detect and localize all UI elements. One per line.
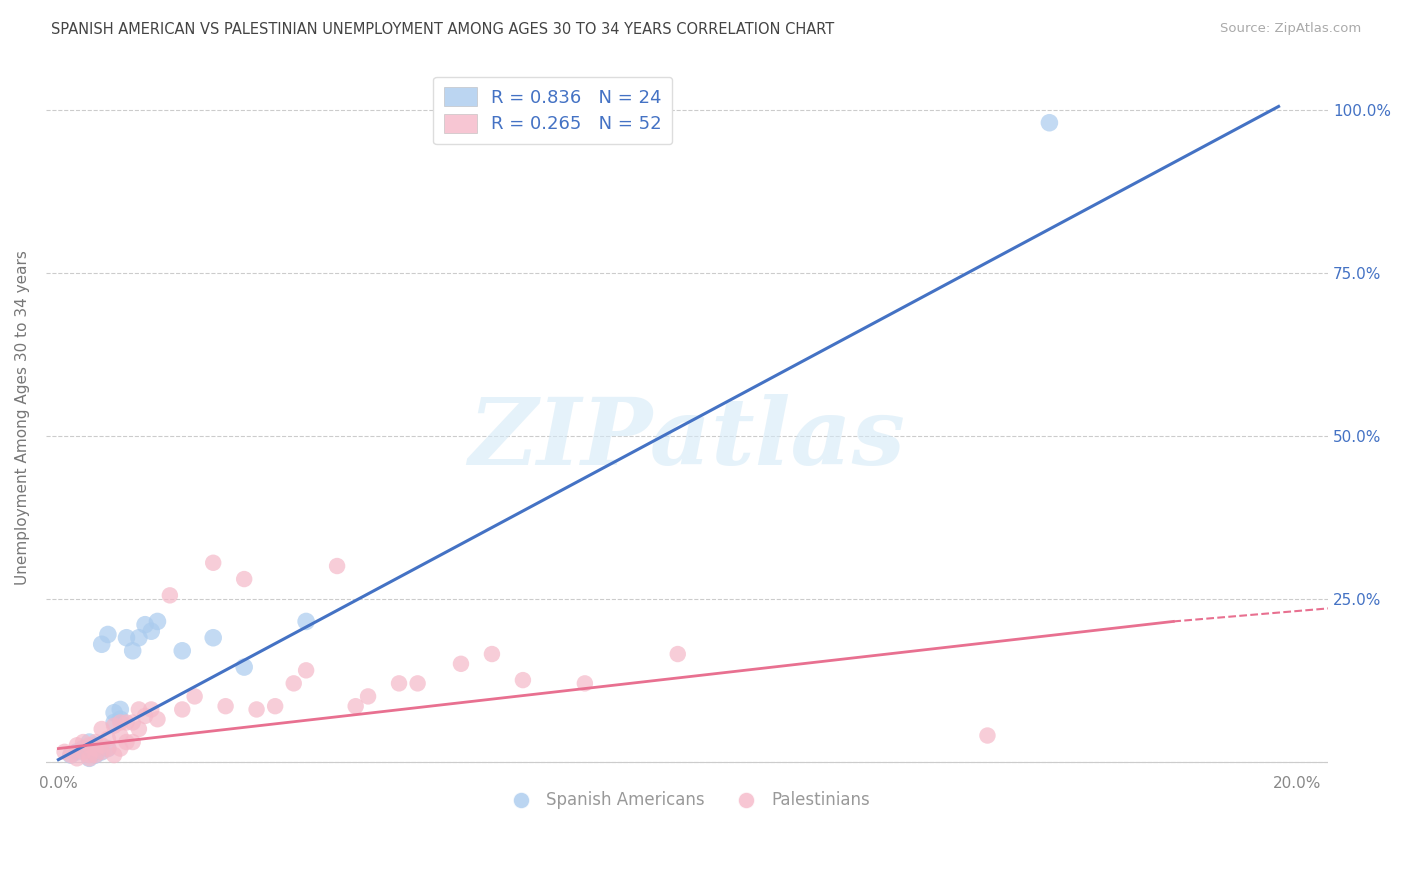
Point [146, 615, 169, 629]
Point [264, 699, 287, 714]
Point [97, 627, 120, 641]
Point [79, 748, 101, 763]
Point [202, 631, 225, 645]
Point [233, 572, 256, 586]
Point [84, 741, 107, 756]
Point [103, 715, 125, 730]
Point [146, 712, 169, 726]
Point [53, 745, 76, 759]
Point [283, 676, 305, 690]
Point [110, 702, 132, 716]
Point [115, 631, 138, 645]
Point [128, 722, 150, 736]
Point [183, 690, 205, 704]
Point [97, 741, 120, 756]
Point [128, 631, 150, 645]
Point [976, 729, 998, 743]
Point [90, 722, 112, 736]
Point [66, 745, 89, 759]
Point [121, 644, 143, 658]
Point [72, 745, 94, 759]
Point [202, 556, 225, 570]
Point [233, 660, 256, 674]
Point [103, 719, 125, 733]
Point [103, 748, 125, 763]
Point [512, 673, 534, 687]
Point [72, 735, 94, 749]
Point [59, 748, 82, 763]
Y-axis label: Unemployment Among Ages 30 to 34 years: Unemployment Among Ages 30 to 34 years [15, 251, 30, 585]
Point [79, 739, 101, 753]
Point [59, 748, 82, 763]
Point [245, 702, 267, 716]
Point [90, 745, 112, 759]
Point [90, 637, 112, 651]
Point [79, 735, 101, 749]
Point [214, 699, 236, 714]
Point [97, 731, 120, 746]
Point [481, 647, 503, 661]
Point [110, 715, 132, 730]
Point [141, 702, 163, 716]
Point [90, 745, 112, 759]
Text: Source: ZipAtlas.com: Source: ZipAtlas.com [1220, 22, 1361, 36]
Point [574, 676, 596, 690]
Point [84, 735, 107, 749]
Point [141, 624, 163, 639]
Point [84, 748, 107, 763]
Point [115, 715, 138, 730]
Point [172, 644, 194, 658]
Point [121, 735, 143, 749]
Point [84, 739, 107, 753]
Text: SPANISH AMERICAN VS PALESTINIAN UNEMPLOYMENT AMONG AGES 30 TO 34 YEARS CORRELATI: SPANISH AMERICAN VS PALESTINIAN UNEMPLOY… [51, 22, 834, 37]
Point [110, 712, 132, 726]
Point [1038, 116, 1060, 130]
Point [128, 702, 150, 716]
Point [159, 588, 181, 602]
Point [172, 702, 194, 716]
Point [110, 741, 132, 756]
Point [388, 676, 411, 690]
Point [344, 699, 367, 714]
Legend: Spanish Americans, Palestinians: Spanish Americans, Palestinians [498, 785, 876, 816]
Point [90, 739, 112, 753]
Point [79, 751, 101, 765]
Text: ZIPatlas: ZIPatlas [468, 394, 905, 484]
Point [450, 657, 472, 671]
Point [66, 739, 89, 753]
Point [357, 690, 380, 704]
Point [79, 751, 101, 765]
Point [66, 751, 89, 765]
Point [84, 748, 107, 763]
Point [134, 709, 156, 723]
Point [295, 615, 318, 629]
Point [326, 559, 349, 574]
Point [115, 735, 138, 749]
Point [134, 617, 156, 632]
Point [103, 706, 125, 720]
Point [72, 741, 94, 756]
Point [666, 647, 689, 661]
Point [406, 676, 429, 690]
Point [97, 741, 120, 756]
Point [295, 663, 318, 677]
Point [121, 715, 143, 730]
Point [110, 729, 132, 743]
